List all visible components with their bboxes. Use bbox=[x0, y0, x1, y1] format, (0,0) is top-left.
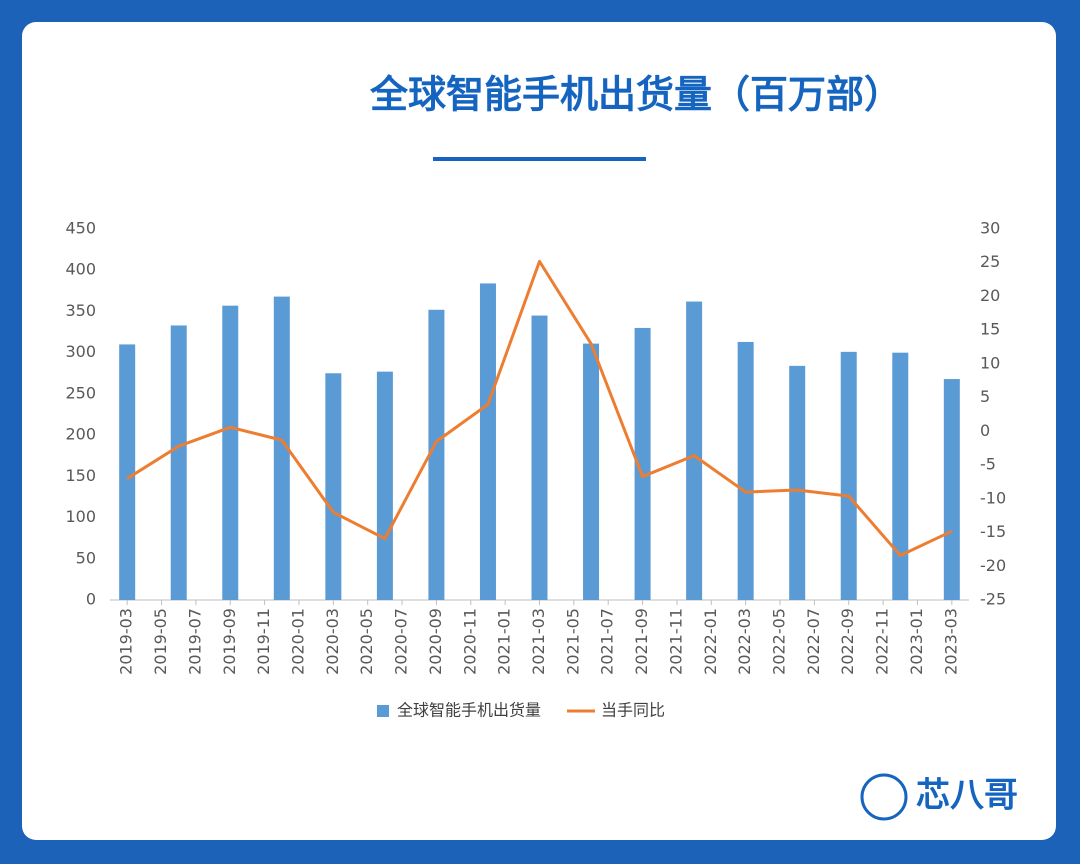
y2-tick-label: 20 bbox=[980, 286, 1000, 305]
legend-label: 当手同比 bbox=[601, 701, 665, 720]
bar bbox=[840, 351, 857, 600]
y-tick-label: 400 bbox=[65, 260, 96, 279]
x-tick-label: 2023-03 bbox=[941, 608, 960, 675]
x-tick-label: 2019-07 bbox=[185, 608, 204, 675]
y2-tick-label: -20 bbox=[980, 556, 1006, 575]
x-tick-label: 2021-09 bbox=[632, 608, 651, 675]
y2-tick-label: 30 bbox=[980, 219, 1000, 238]
bar bbox=[428, 309, 445, 600]
y2-tick-label: -15 bbox=[980, 522, 1006, 541]
y-tick-label: 0 bbox=[86, 590, 96, 609]
y2-tick-label: -5 bbox=[980, 455, 996, 474]
x-tick-label: 2021-05 bbox=[563, 608, 582, 675]
y-tick-label: 200 bbox=[65, 425, 96, 444]
x-tick-label: 2022-05 bbox=[770, 608, 789, 675]
y2-tick-label: 0 bbox=[980, 421, 990, 440]
y-tick-label: 300 bbox=[65, 342, 96, 361]
x-tick-label: 2020-05 bbox=[357, 608, 376, 675]
x-tick-label: 2021-03 bbox=[529, 608, 548, 675]
y2-tick-label: -10 bbox=[980, 488, 1006, 507]
bar bbox=[737, 341, 754, 600]
x-tick-label: 2022-01 bbox=[701, 608, 720, 675]
y2-tick-label: -25 bbox=[980, 590, 1006, 609]
x-tick-label: 2022-09 bbox=[838, 608, 857, 675]
chart-title: 全球智能手机出货量（百万部） bbox=[369, 73, 902, 117]
bar bbox=[479, 283, 496, 600]
title-underline bbox=[433, 157, 646, 161]
x-tick-label: 2020-03 bbox=[323, 608, 342, 675]
bar bbox=[789, 365, 806, 600]
bar bbox=[170, 325, 187, 600]
x-tick-label: 2022-03 bbox=[735, 608, 754, 675]
x-tick-label: 2021-11 bbox=[666, 608, 685, 675]
x-tick-label: 2020-09 bbox=[426, 608, 445, 675]
y2-tick-label: 5 bbox=[980, 387, 990, 406]
bar bbox=[686, 301, 703, 600]
bar bbox=[943, 379, 960, 600]
x-tick-label: 2021-07 bbox=[598, 608, 617, 675]
x-tick-label: 2019-03 bbox=[117, 608, 136, 675]
x-tick-label: 2020-01 bbox=[288, 608, 307, 675]
brand-logo bbox=[860, 773, 908, 821]
y2-tick-label: 10 bbox=[980, 353, 1000, 372]
y-tick-label: 250 bbox=[65, 383, 96, 402]
x-tick-label: 2020-07 bbox=[392, 608, 411, 675]
x-tick-label: 2021-01 bbox=[495, 608, 514, 675]
bar bbox=[222, 305, 239, 600]
x-tick-label: 2019-05 bbox=[151, 608, 170, 675]
y-tick-label: 450 bbox=[65, 219, 96, 238]
x-tick-label: 2020-11 bbox=[460, 608, 479, 675]
y2-tick-label: 15 bbox=[980, 320, 1000, 339]
legend-swatch bbox=[377, 705, 389, 717]
y-tick-label: 350 bbox=[65, 301, 96, 320]
x-tick-label: 2019-11 bbox=[254, 608, 273, 675]
x-tick-label: 2022-07 bbox=[804, 608, 823, 675]
bar bbox=[892, 352, 909, 600]
line bbox=[126, 259, 953, 557]
y-tick-label: 150 bbox=[65, 466, 96, 485]
brand-name: 芯八哥 bbox=[916, 776, 1018, 816]
x-tick-label: 2023-01 bbox=[907, 608, 926, 675]
bar bbox=[531, 315, 548, 600]
bar bbox=[634, 327, 651, 600]
y-tick-label: 100 bbox=[65, 507, 96, 526]
y-tick-label: 50 bbox=[76, 548, 96, 567]
x-tick-label: 2019-09 bbox=[220, 608, 239, 675]
legend-label: 全球智能手机出货量 bbox=[397, 701, 541, 720]
bar bbox=[325, 373, 342, 600]
bar bbox=[583, 343, 600, 600]
bar bbox=[273, 296, 290, 600]
y2-tick-label: 25 bbox=[980, 252, 1000, 271]
x-tick-label: 2022-11 bbox=[873, 608, 892, 675]
bar bbox=[376, 371, 393, 600]
bar bbox=[119, 344, 136, 600]
